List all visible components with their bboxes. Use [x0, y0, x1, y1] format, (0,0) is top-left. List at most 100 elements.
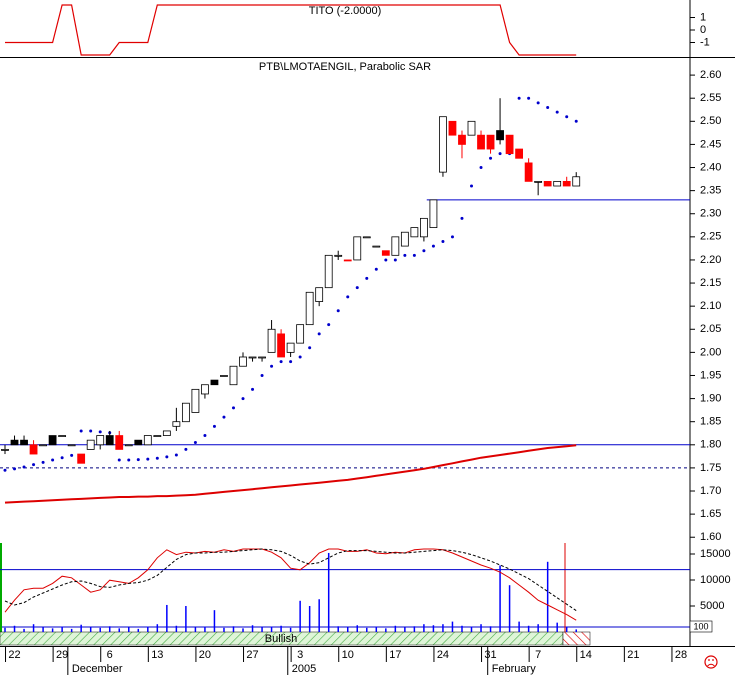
sar-dot — [346, 295, 350, 299]
x-tick-label: 14 — [580, 649, 592, 661]
volume-bar — [99, 627, 101, 632]
x-tick-label: 24 — [437, 649, 449, 661]
candle-body — [372, 245, 381, 248]
x-tick-label: 21 — [627, 649, 639, 661]
volume-bar — [461, 625, 463, 632]
volume-bar — [128, 627, 130, 632]
signal-bar — [562, 631, 591, 646]
sar-dot — [470, 184, 474, 188]
candle-body — [543, 180, 552, 187]
y-tick-label: 5000 — [700, 600, 724, 612]
x-tick-label: 29 — [56, 649, 68, 661]
sar-dot — [270, 364, 274, 368]
candle-body — [477, 134, 485, 150]
candle-body — [39, 444, 47, 447]
volume-bar — [375, 626, 378, 632]
sar-dot — [70, 453, 74, 457]
y-tick-label: 2.10 — [700, 300, 721, 312]
sar-dot — [136, 458, 140, 462]
sar-dot — [498, 152, 502, 156]
sar-dot — [450, 235, 454, 239]
volume-bar — [413, 626, 416, 632]
volume-bar — [147, 626, 149, 632]
volume-bar — [223, 627, 225, 632]
volume-bar — [166, 604, 168, 632]
sar-dot — [431, 244, 435, 248]
candle-body — [381, 250, 390, 256]
candle-body — [86, 439, 95, 450]
sar-dot — [203, 434, 207, 438]
volume-bar — [23, 628, 25, 632]
volume-bar — [546, 561, 549, 632]
sar-dot — [279, 360, 283, 364]
y-tick-label: 2.55 — [700, 92, 721, 104]
sar-dot — [374, 267, 378, 271]
candle-body — [67, 444, 76, 447]
x-tick-label: 17 — [389, 649, 401, 661]
sar-dot — [98, 430, 102, 434]
sar-dot — [22, 465, 26, 469]
sar-dot — [422, 249, 426, 253]
y-tick-label: 2.60 — [700, 69, 721, 81]
sar-dot — [241, 397, 245, 401]
volume-bar — [204, 626, 206, 632]
sar-dot — [298, 355, 302, 359]
candle-body — [143, 435, 152, 446]
candle-body — [29, 444, 38, 455]
candle-body — [248, 356, 257, 359]
y-tick-label: 10000 — [700, 574, 731, 586]
y-tick-label: 2.05 — [700, 323, 721, 335]
y-tick-label: 2.40 — [700, 161, 721, 173]
sar-dot — [479, 166, 483, 170]
volume-bar — [385, 628, 387, 632]
y-tick-label: 1.90 — [700, 392, 721, 404]
volume-bar — [42, 627, 44, 632]
candle-body — [77, 453, 86, 464]
volume-bar — [308, 605, 311, 632]
volume-bar — [346, 627, 349, 632]
candle-body — [220, 375, 228, 377]
scale-box — [689, 620, 713, 633]
sar-dot — [32, 463, 36, 467]
candle-body — [181, 402, 190, 423]
sar-dot — [574, 119, 578, 123]
sar-dot — [489, 156, 493, 160]
volume-bar — [137, 628, 140, 632]
x-tick-label: 22 — [8, 649, 20, 661]
volume-bar — [480, 624, 482, 632]
y-tick-label: 0 — [700, 24, 706, 36]
volume-bar — [432, 625, 435, 632]
sar-dot — [3, 468, 7, 472]
candle-body — [353, 236, 362, 261]
sar-dot — [79, 429, 83, 433]
sar-dot — [251, 387, 255, 391]
candle-body — [496, 130, 504, 141]
candle-body — [115, 435, 124, 450]
sar-dot — [393, 258, 397, 262]
sar-dot — [165, 455, 169, 459]
candle-body — [486, 134, 495, 150]
volume-bar — [556, 622, 558, 632]
candle-body — [429, 199, 438, 229]
moving-average — [4, 444, 577, 504]
sar-dot — [308, 346, 312, 350]
volume-bar — [442, 624, 444, 632]
sar-dot — [60, 456, 64, 460]
y-tick-label: 1 — [700, 11, 706, 23]
y-tick-label: 15000 — [700, 548, 731, 560]
candle-body — [534, 180, 543, 183]
sar-dot — [441, 239, 445, 243]
sar-dot — [184, 447, 188, 451]
candle-body — [210, 379, 219, 386]
month-label: February — [492, 663, 537, 675]
candle-body — [124, 444, 133, 447]
x-tick-label: 28 — [675, 649, 687, 661]
volume-bar — [527, 625, 530, 632]
candle-body — [315, 287, 324, 302]
volume-bar — [489, 626, 492, 632]
scale-box-label: 100 — [693, 621, 708, 631]
y-tick-label: 2.45 — [700, 138, 721, 150]
month-label: December — [72, 663, 123, 675]
x-tick-label: 7 — [535, 649, 541, 661]
sar-dot — [555, 110, 559, 114]
